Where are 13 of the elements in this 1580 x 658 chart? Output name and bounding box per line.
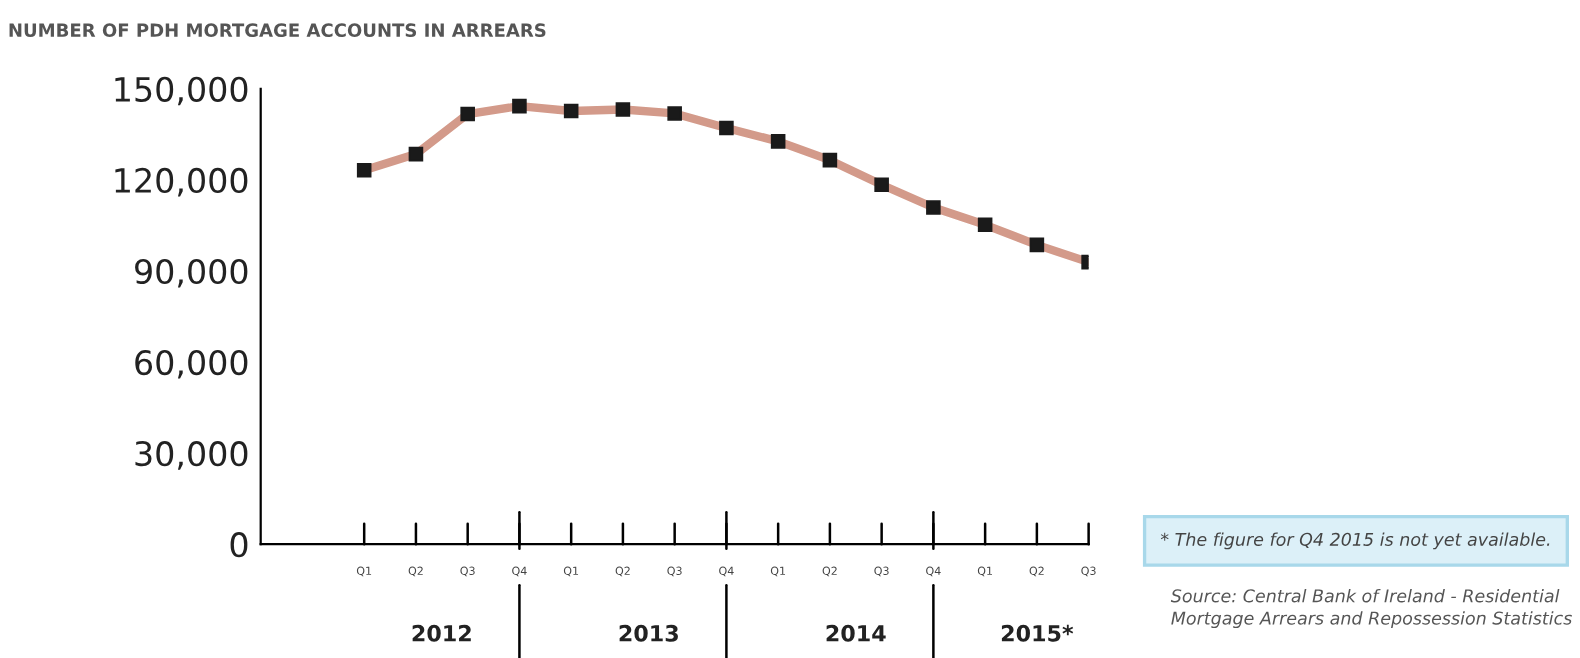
- y-tick-label: 30,000: [135, 441, 248, 470]
- y-tick-label: 90,000: [135, 258, 248, 288]
- text: 2013: [619, 624, 678, 642]
- text: 2014: [826, 624, 886, 642]
- text: * The figure for Q4 2015 is not yet available.: [1160, 532, 1550, 550]
- y-tick-label: 0: [230, 532, 248, 558]
- y-tick-label: 120,000: [115, 167, 248, 197]
- text: 2012: [412, 624, 471, 642]
- y-tick-label: 150,000: [115, 76, 248, 106]
- source-note: Source: Central Bank of Ireland - Residential Mortgage Arrears and Repossession Statistics: [1170, 588, 1572, 629]
- chart-title: NUMBER OF PDH MORTGAGE ACCOUNTS IN ARREARS: [9, 23, 546, 38]
- text: 2015*: [1001, 624, 1074, 642]
- y-tick-label: 60,000: [135, 349, 248, 379]
